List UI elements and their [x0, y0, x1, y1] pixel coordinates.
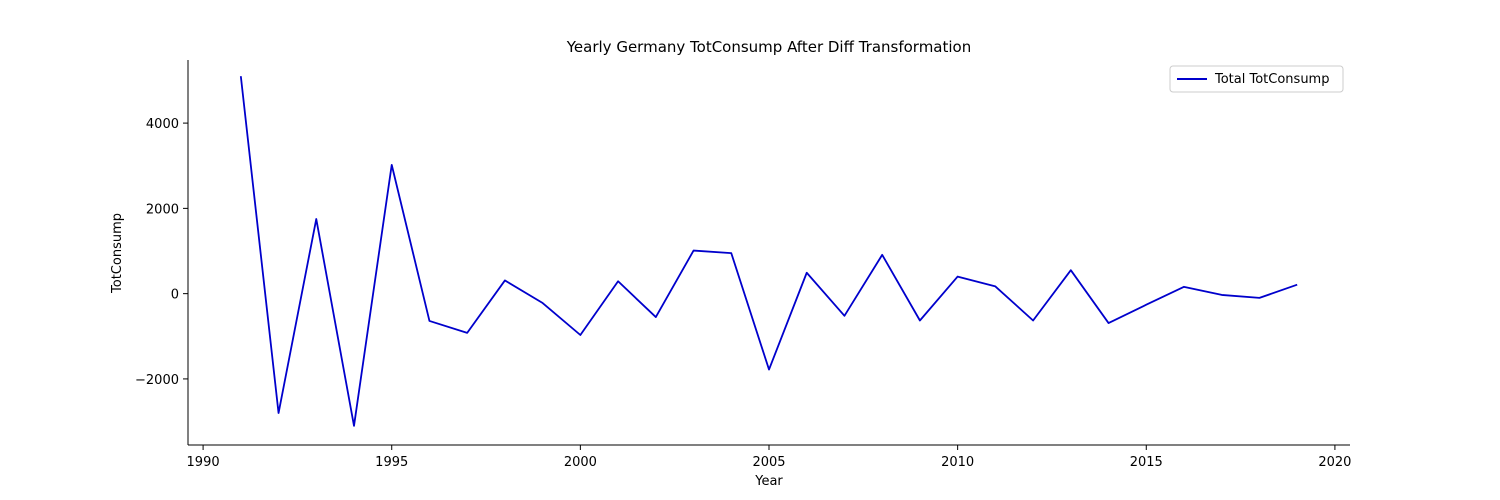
y-tick-label: −2000: [135, 373, 179, 388]
x-tick-label: 2020: [1318, 455, 1351, 470]
chart-title: Yearly Germany TotConsump After Diff Tra…: [566, 38, 971, 56]
x-tick-label: 2005: [752, 455, 785, 470]
series-line: [239, 76, 1298, 427]
x-tick-label: 2010: [941, 455, 974, 470]
x-tick-label: 1990: [187, 455, 220, 470]
x-axis-label: Year: [754, 474, 783, 489]
x-tick-label: 1995: [375, 455, 408, 470]
legend-label: Total TotConsump: [1214, 72, 1329, 87]
x-tick-label: 2000: [564, 455, 597, 470]
y-tick-label: 4000: [146, 117, 179, 132]
x-tick-label: 2015: [1130, 455, 1163, 470]
y-tick-label: 0: [171, 288, 179, 303]
y-tick-label: 2000: [146, 202, 179, 217]
plot-area: [239, 76, 1298, 427]
x-axis-ticks: 1990 1995 2000 2005 2010 2015 2020: [187, 445, 1351, 470]
legend-box: [1169, 65, 1344, 93]
legend: Total TotConsump: [1169, 65, 1344, 93]
y-axis-label: TotConsump: [110, 213, 125, 294]
y-axis-ticks: −2000 0 2000 4000: [135, 117, 188, 388]
